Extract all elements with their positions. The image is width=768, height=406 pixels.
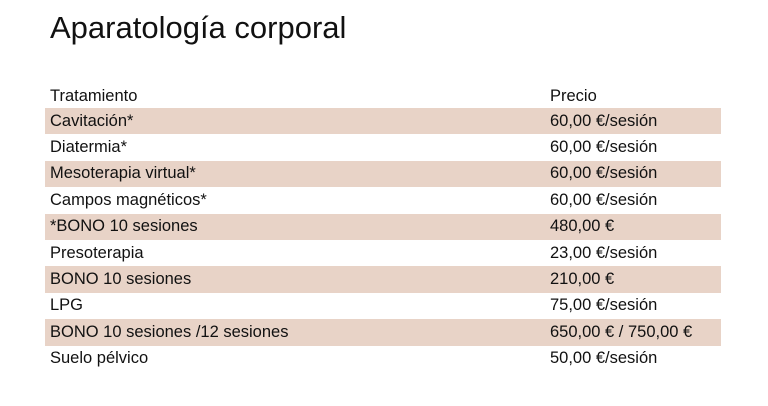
treatment-cell: Presoterapia: [50, 243, 144, 262]
table-row: *BONO 10 sesiones 480,00 €: [45, 213, 721, 240]
treatment-cell: Suelo pélvico: [50, 349, 149, 368]
treatment-cell: Cavitación*: [50, 111, 134, 130]
treatment-cell: BONO 10 sesiones: [50, 270, 192, 289]
price-cell: 650,00 € / 750,00 €: [550, 322, 693, 341]
table-row: Cavitación* 60,00 €/sesión: [45, 108, 721, 135]
price-cell: 60,00 €/sesión: [550, 190, 658, 209]
table-row: BONO 10 sesiones 210,00 €: [45, 266, 721, 293]
price-cell: 23,00 €/sesión: [550, 243, 658, 262]
price-cell: 60,00 €/sesión: [550, 111, 658, 130]
table-row: LPG 75,00 €/sesión: [45, 293, 721, 319]
price-cell: 60,00 €/sesión: [550, 138, 658, 157]
treatment-cell: BONO 10 sesiones /12 sesiones: [50, 322, 289, 341]
table-row: Presoterapia 23,00 €/sesión: [45, 240, 721, 266]
price-table: Tratamiento Precio Cavitación* 60,00 €/se…: [45, 84, 721, 372]
page-title: Aparatología corporal: [50, 10, 347, 45]
price-cell: 60,00 €/sesión: [550, 164, 658, 183]
table-row: Diatermia* 60,00 €/sesión: [45, 134, 721, 160]
header-treatment: Tratamiento: [50, 86, 138, 105]
treatment-cell: LPG: [50, 296, 84, 315]
table-row: Mesoterapia virtual* 60,00 €/sesión: [45, 160, 721, 188]
price-cell: 75,00 €/sesión: [550, 296, 658, 315]
treatment-cell: Diatermia*: [50, 138, 128, 157]
table-row: Campos magnéticos* 60,00 €/sesión: [45, 187, 721, 213]
table-row: Suelo pélvico 50,00 €/sesión: [45, 346, 721, 372]
price-cell: 210,00 €: [550, 270, 615, 289]
treatment-cell: *BONO 10 sesiones: [50, 217, 198, 236]
treatment-cell: Campos magnéticos*: [50, 190, 207, 209]
treatment-cell: Mesoterapia virtual*: [50, 164, 196, 183]
header-price: Precio: [550, 86, 597, 105]
table-header: Tratamiento Precio: [45, 84, 721, 108]
price-cell: 480,00 €: [550, 217, 615, 236]
table-row: BONO 10 sesiones /12 sesiones 650,00 € / …: [45, 319, 721, 346]
price-cell: 50,00 €/sesión: [550, 349, 658, 368]
